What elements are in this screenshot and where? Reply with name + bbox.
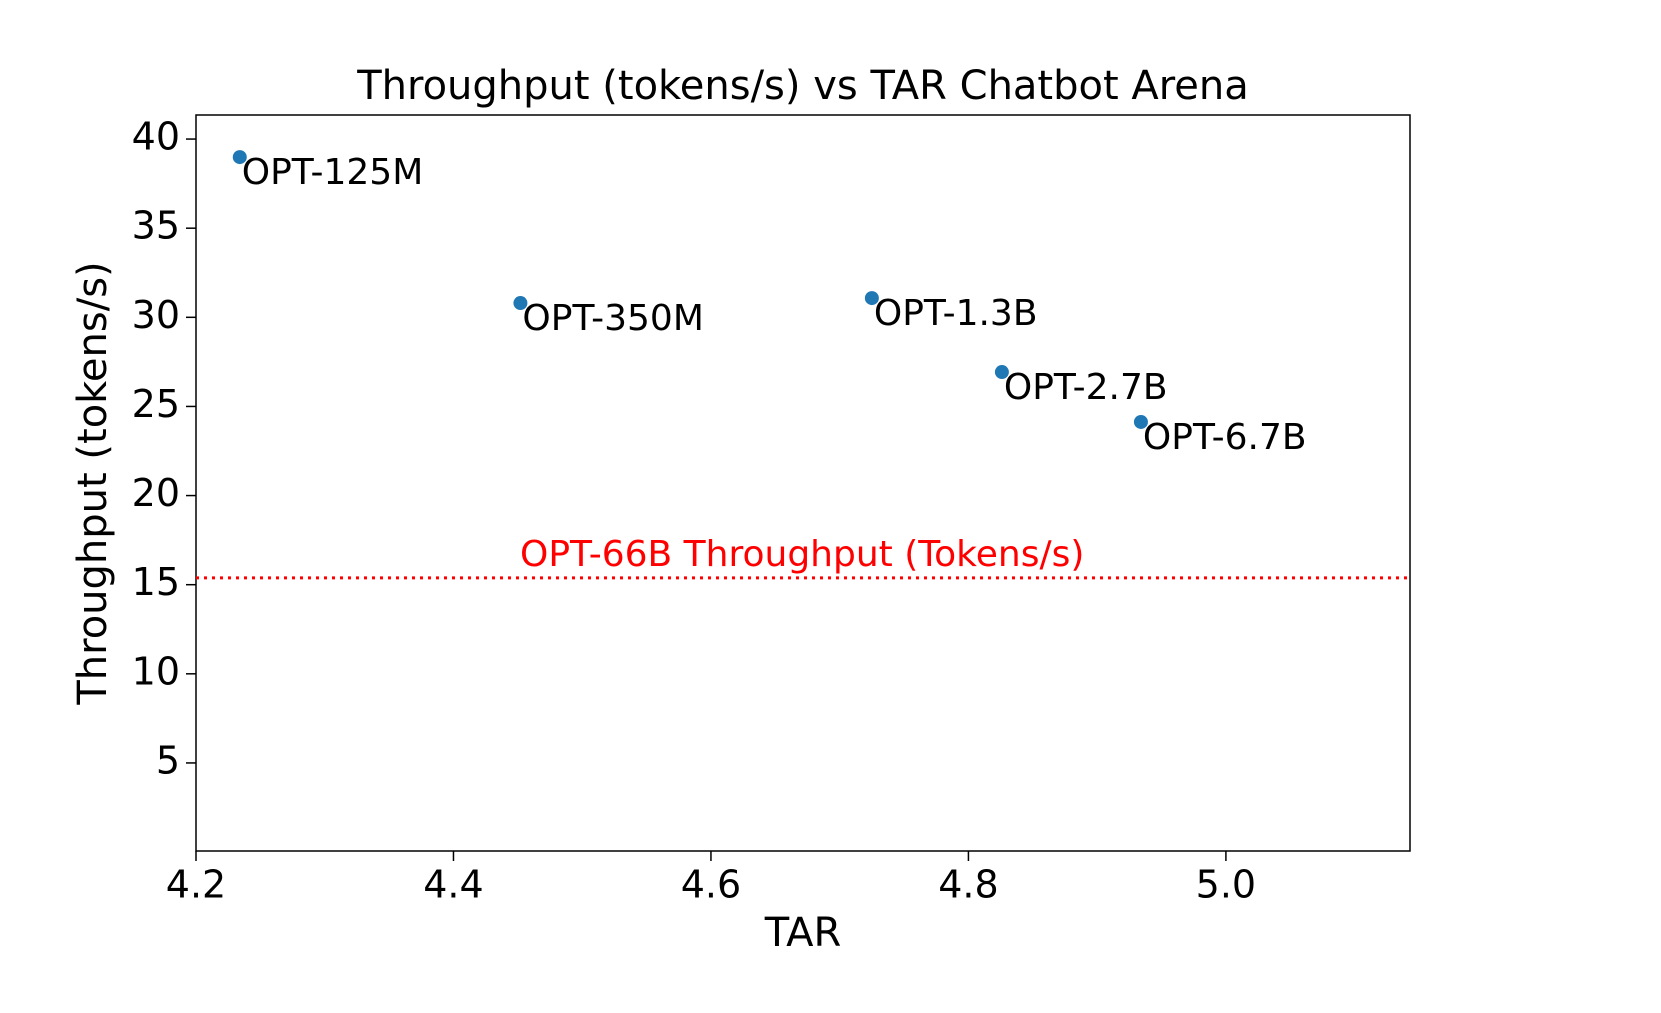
point — [232, 150, 247, 165]
y-tick-label: 5 — [156, 738, 180, 782]
y-tick-label: 40 — [132, 115, 180, 159]
y-tick-label: 10 — [132, 649, 180, 693]
x-axis-label: TAR — [764, 910, 841, 956]
point-label: OPT-350M — [522, 298, 704, 339]
x-tick-label: 4.6 — [681, 863, 741, 907]
x-tick-label: 4.4 — [423, 863, 483, 907]
y-tick-label: 15 — [132, 560, 180, 604]
point-label: OPT-125M — [242, 152, 423, 193]
y-tick-label: 25 — [132, 382, 180, 426]
point — [994, 365, 1009, 380]
y-axis-label: Throughput (tokens/s) — [70, 261, 116, 705]
point-label: OPT-1.3B — [874, 293, 1038, 334]
x-tick-label: 5.0 — [1196, 863, 1256, 907]
point — [864, 291, 879, 306]
x-tick-label: 4.8 — [938, 863, 998, 907]
y-tick-label: 35 — [132, 204, 180, 248]
chart-title: Throughput (tokens/s) vs TAR Chatbot Are… — [356, 63, 1249, 109]
reference-label: OPT-66B Throughput (Tokens/s) — [520, 534, 1084, 575]
point-label: OPT-6.7B — [1143, 417, 1307, 458]
point — [513, 296, 528, 311]
plot-frame — [195, 114, 1411, 852]
point — [1133, 414, 1148, 429]
x-tick-label: 4.2 — [166, 863, 226, 907]
point-label: OPT-2.7B — [1004, 367, 1168, 408]
y-tick-label: 20 — [132, 471, 180, 515]
y-tick-label: 30 — [132, 293, 180, 337]
